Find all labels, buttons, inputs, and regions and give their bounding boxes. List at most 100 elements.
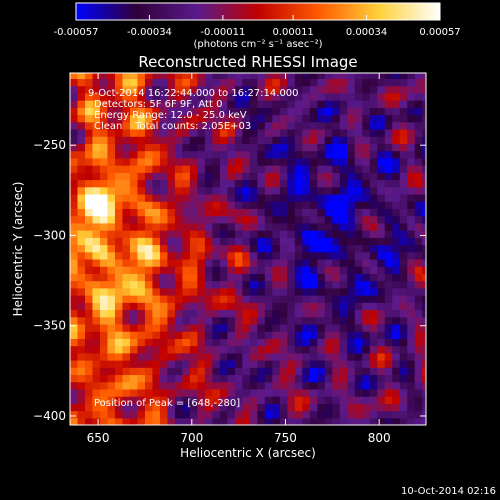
heatmap-cell	[407, 258, 416, 267]
heatmap-cell	[264, 316, 273, 325]
heatmap-cell	[159, 280, 169, 289]
heatmap-cell	[339, 258, 348, 267]
heatmap-cell	[414, 186, 423, 195]
heatmap-cell	[137, 388, 146, 397]
heatmap-cell	[324, 345, 333, 354]
heatmap-cell	[369, 338, 378, 347]
heatmap-cell	[159, 374, 169, 383]
heatmap-cell	[92, 172, 101, 181]
heatmap-cell	[362, 92, 371, 101]
heatmap-cell	[129, 73, 139, 80]
heatmap-cell	[204, 309, 213, 318]
heatmap-cell	[249, 309, 258, 318]
heatmap-cell	[279, 388, 288, 397]
heatmap-cell	[159, 410, 169, 419]
heatmap-cell	[159, 345, 169, 354]
heatmap-cell	[302, 179, 311, 188]
heatmap-cell	[347, 352, 356, 361]
heatmap-cell	[279, 367, 288, 376]
heatmap-cell	[122, 128, 131, 137]
heatmap-cell	[287, 165, 296, 173]
heatmap-cell	[212, 251, 221, 260]
heatmap-cell	[212, 193, 221, 202]
heatmap-cell	[159, 186, 169, 195]
heatmap-cell	[70, 78, 79, 87]
heatmap-cell	[272, 287, 281, 296]
heatmap-cell	[339, 302, 348, 311]
heatmap-cell	[377, 403, 386, 412]
heatmap-cell	[257, 78, 266, 87]
heatmap-cell	[189, 136, 199, 144]
heatmap-cell	[407, 403, 416, 412]
heatmap-cell	[399, 215, 408, 224]
heatmap-cell	[234, 251, 243, 260]
heatmap-cell	[114, 107, 124, 116]
heatmap-cell	[182, 165, 191, 173]
heatmap-cell	[99, 244, 109, 253]
heatmap-cell	[137, 222, 146, 231]
heatmap-cell	[249, 100, 258, 108]
heatmap-cell	[279, 107, 288, 116]
heatmap-cell	[189, 280, 199, 289]
heatmap-cell	[167, 388, 176, 397]
heatmap-cell	[182, 201, 191, 209]
heatmap-cell	[302, 309, 311, 318]
heatmap-cell	[174, 136, 184, 144]
heatmap-cell	[182, 360, 191, 368]
heatmap-cell	[204, 331, 213, 339]
heatmap-cell	[137, 128, 146, 137]
heatmap-cell	[70, 208, 79, 217]
heatmap-cell	[249, 143, 258, 152]
heatmap-cell	[144, 345, 154, 354]
heatmap-cell	[302, 215, 311, 224]
heatmap-cell	[362, 410, 371, 419]
heatmap-cell	[137, 251, 146, 260]
heatmap-cell	[392, 287, 401, 296]
heatmap-cell	[272, 136, 281, 144]
heatmap-cell	[144, 302, 154, 311]
heatmap-cell	[122, 143, 131, 152]
heatmap-cell	[347, 165, 356, 173]
heatmap-cell	[302, 396, 311, 404]
heatmap-cell	[384, 258, 393, 267]
heatmap-cell	[167, 78, 176, 87]
heatmap-cell	[189, 345, 199, 354]
heatmap-cell	[392, 73, 401, 80]
heatmap-cell	[339, 128, 348, 137]
heatmap-cell	[317, 396, 326, 404]
heatmap-cell	[347, 345, 356, 354]
heatmap-cell	[369, 388, 378, 397]
heatmap-cell	[332, 165, 341, 173]
heatmap-cell	[182, 150, 191, 159]
heatmap-cell	[384, 143, 393, 152]
heatmap-cell	[212, 121, 221, 130]
heatmap-cell	[414, 78, 423, 87]
heatmap-cell	[302, 92, 311, 101]
heatmap-cell	[384, 100, 393, 108]
colorbar-tick-label: -0.00057	[54, 27, 99, 38]
y-axis-label: Heliocentric Y (arcsec)	[11, 182, 25, 317]
heatmap-cell	[234, 179, 243, 188]
heatmap-cell	[144, 331, 154, 339]
heatmap-cell	[242, 367, 251, 376]
heatmap-cell	[77, 107, 86, 116]
heatmap-cell	[107, 100, 116, 108]
heatmap-cell	[414, 287, 423, 296]
heatmap-cell	[362, 345, 371, 354]
heatmap-cell	[159, 150, 169, 159]
heatmap-cell	[422, 100, 426, 108]
heatmap-cell	[167, 266, 176, 274]
heatmap-cell	[264, 136, 273, 144]
heatmap-cell	[377, 165, 386, 173]
heatmap-cell	[287, 172, 296, 181]
heatmap-cell	[347, 266, 356, 274]
heatmap-cell	[332, 287, 341, 296]
heatmap-cell	[92, 258, 101, 267]
heatmap-cell	[212, 78, 221, 87]
heatmap-cell	[294, 331, 303, 339]
heatmap-cell	[92, 186, 101, 195]
heatmap-cell	[362, 381, 371, 390]
heatmap-cell	[159, 388, 169, 397]
heatmap-cell	[377, 266, 386, 274]
heatmap-cell	[339, 417, 348, 425]
